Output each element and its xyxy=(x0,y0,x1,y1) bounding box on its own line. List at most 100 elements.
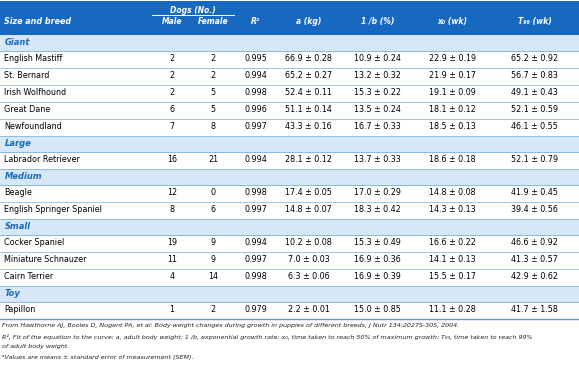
Text: 15.3 ± 0.22: 15.3 ± 0.22 xyxy=(354,88,401,97)
Text: English Mastiff: English Mastiff xyxy=(4,54,63,63)
Bar xyxy=(0,85,579,102)
Text: 4: 4 xyxy=(170,272,174,281)
Bar xyxy=(0,185,579,202)
Bar xyxy=(0,136,579,152)
Bar xyxy=(0,219,579,235)
Text: 2: 2 xyxy=(170,88,174,97)
Text: 16.6 ± 0.22: 16.6 ± 0.22 xyxy=(429,238,476,247)
Text: a (kg): a (kg) xyxy=(296,17,321,26)
Text: 10.2 ± 0.08: 10.2 ± 0.08 xyxy=(285,238,332,247)
Text: of adult body weight.: of adult body weight. xyxy=(2,344,69,349)
Bar xyxy=(0,202,579,219)
Text: 66.9 ± 0.28: 66.9 ± 0.28 xyxy=(285,54,332,63)
Text: 42.9 ± 0.62: 42.9 ± 0.62 xyxy=(511,272,558,281)
Text: Small: Small xyxy=(5,222,31,231)
Text: 52.4 ± 0.11: 52.4 ± 0.11 xyxy=(285,88,332,97)
Text: 6.3 ± 0.06: 6.3 ± 0.06 xyxy=(288,272,329,281)
Text: 11.1 ± 0.28: 11.1 ± 0.28 xyxy=(429,305,476,314)
Text: 46.1 ± 0.55: 46.1 ± 0.55 xyxy=(511,122,558,131)
Text: Cairn Terrier: Cairn Terrier xyxy=(4,272,53,281)
Text: 18.6 ± 0.18: 18.6 ± 0.18 xyxy=(429,155,476,164)
Text: Toy: Toy xyxy=(5,289,21,298)
Text: 41.7 ± 1.58: 41.7 ± 1.58 xyxy=(511,305,558,314)
Text: 0.996: 0.996 xyxy=(244,105,267,114)
Text: English Springer Spaniel: English Springer Spaniel xyxy=(4,205,102,214)
Text: 5: 5 xyxy=(210,105,215,114)
Text: 13.5 ± 0.24: 13.5 ± 0.24 xyxy=(354,105,401,114)
Text: St. Bernard: St. Bernard xyxy=(4,71,49,80)
Text: x₀ (wk): x₀ (wk) xyxy=(438,17,467,26)
Text: 6: 6 xyxy=(170,105,174,114)
Text: 7: 7 xyxy=(170,122,174,131)
Text: 19: 19 xyxy=(167,238,177,247)
Text: 18.5 ± 0.13: 18.5 ± 0.13 xyxy=(429,122,476,131)
Text: 0: 0 xyxy=(211,188,215,197)
Text: 5: 5 xyxy=(210,88,215,97)
Bar xyxy=(0,235,579,252)
Text: 22.9 ± 0.19: 22.9 ± 0.19 xyxy=(429,54,476,63)
Text: 43.3 ± 0.16: 43.3 ± 0.16 xyxy=(285,122,332,131)
Text: Cocker Spaniel: Cocker Spaniel xyxy=(4,238,64,247)
Text: 18.1 ± 0.12: 18.1 ± 0.12 xyxy=(429,105,476,114)
Text: 46.6 ± 0.92: 46.6 ± 0.92 xyxy=(511,238,558,247)
Text: Giant: Giant xyxy=(5,38,30,47)
Text: 16.9 ± 0.39: 16.9 ± 0.39 xyxy=(354,272,401,281)
Text: 49.1 ± 0.43: 49.1 ± 0.43 xyxy=(511,88,558,97)
Text: 16.7 ± 0.33: 16.7 ± 0.33 xyxy=(354,122,401,131)
Text: ᵃValues are means ± standard error of measurement (SEM).: ᵃValues are means ± standard error of me… xyxy=(2,355,193,359)
Text: 0.998: 0.998 xyxy=(244,88,267,97)
Text: Papillon: Papillon xyxy=(4,305,35,314)
Text: Great Dane: Great Dane xyxy=(4,105,50,114)
Text: 0.994: 0.994 xyxy=(244,155,267,164)
Bar xyxy=(0,68,579,85)
Text: 14.1 ± 0.13: 14.1 ± 0.13 xyxy=(429,255,476,264)
Text: 0.994: 0.994 xyxy=(244,71,267,80)
Text: 51.1 ± 0.14: 51.1 ± 0.14 xyxy=(285,105,332,114)
Bar xyxy=(0,1,579,35)
Text: 0.997: 0.997 xyxy=(244,205,267,214)
Text: Medium: Medium xyxy=(5,172,43,181)
Text: 56.7 ± 0.83: 56.7 ± 0.83 xyxy=(511,71,558,80)
Text: 0.997: 0.997 xyxy=(244,255,267,264)
Text: 28.1 ± 0.12: 28.1 ± 0.12 xyxy=(285,155,332,164)
Text: 12: 12 xyxy=(167,188,177,197)
Text: 2.2 ± 0.01: 2.2 ± 0.01 xyxy=(288,305,329,314)
Text: Miniature Schnauzer: Miniature Schnauzer xyxy=(4,255,86,264)
Text: 65.2 ± 0.92: 65.2 ± 0.92 xyxy=(511,54,558,63)
Text: 21: 21 xyxy=(208,155,218,164)
Text: 1 /b (%): 1 /b (%) xyxy=(361,17,394,26)
Text: 0.979: 0.979 xyxy=(244,305,267,314)
Text: 19.1 ± 0.09: 19.1 ± 0.09 xyxy=(429,88,476,97)
Text: 14: 14 xyxy=(208,272,218,281)
Text: Female: Female xyxy=(197,17,228,26)
Text: 0.998: 0.998 xyxy=(244,272,267,281)
Bar xyxy=(0,302,579,319)
Text: 2: 2 xyxy=(170,54,174,63)
Bar xyxy=(0,169,579,185)
Text: T₉₉ (wk): T₉₉ (wk) xyxy=(518,17,551,26)
Text: 8: 8 xyxy=(170,205,174,214)
Text: 2: 2 xyxy=(170,71,174,80)
Bar xyxy=(0,102,579,119)
Text: 14.3 ± 0.13: 14.3 ± 0.13 xyxy=(429,205,476,214)
Text: 10.9 ± 0.24: 10.9 ± 0.24 xyxy=(354,54,401,63)
Text: 17.4 ± 0.05: 17.4 ± 0.05 xyxy=(285,188,332,197)
Text: 8: 8 xyxy=(211,122,215,131)
Bar xyxy=(0,35,579,51)
Text: 9: 9 xyxy=(210,255,215,264)
Text: 52.1 ± 0.59: 52.1 ± 0.59 xyxy=(511,105,558,114)
Text: 7.0 ± 0.03: 7.0 ± 0.03 xyxy=(288,255,329,264)
Text: 52.1 ± 0.79: 52.1 ± 0.79 xyxy=(511,155,558,164)
Text: Newfoundland: Newfoundland xyxy=(4,122,62,131)
Text: 39.4 ± 0.56: 39.4 ± 0.56 xyxy=(511,205,558,214)
Text: Size and breed: Size and breed xyxy=(4,17,71,26)
Text: Beagle: Beagle xyxy=(4,188,32,197)
Text: 14.8 ± 0.07: 14.8 ± 0.07 xyxy=(285,205,332,214)
Text: 13.7 ± 0.33: 13.7 ± 0.33 xyxy=(354,155,401,164)
Text: 6: 6 xyxy=(211,205,215,214)
Text: 41.3 ± 0.57: 41.3 ± 0.57 xyxy=(511,255,558,264)
Text: 18.3 ± 0.42: 18.3 ± 0.42 xyxy=(354,205,401,214)
Text: Male: Male xyxy=(162,17,182,26)
Text: 0.994: 0.994 xyxy=(244,238,267,247)
Text: 65.2 ± 0.27: 65.2 ± 0.27 xyxy=(285,71,332,80)
